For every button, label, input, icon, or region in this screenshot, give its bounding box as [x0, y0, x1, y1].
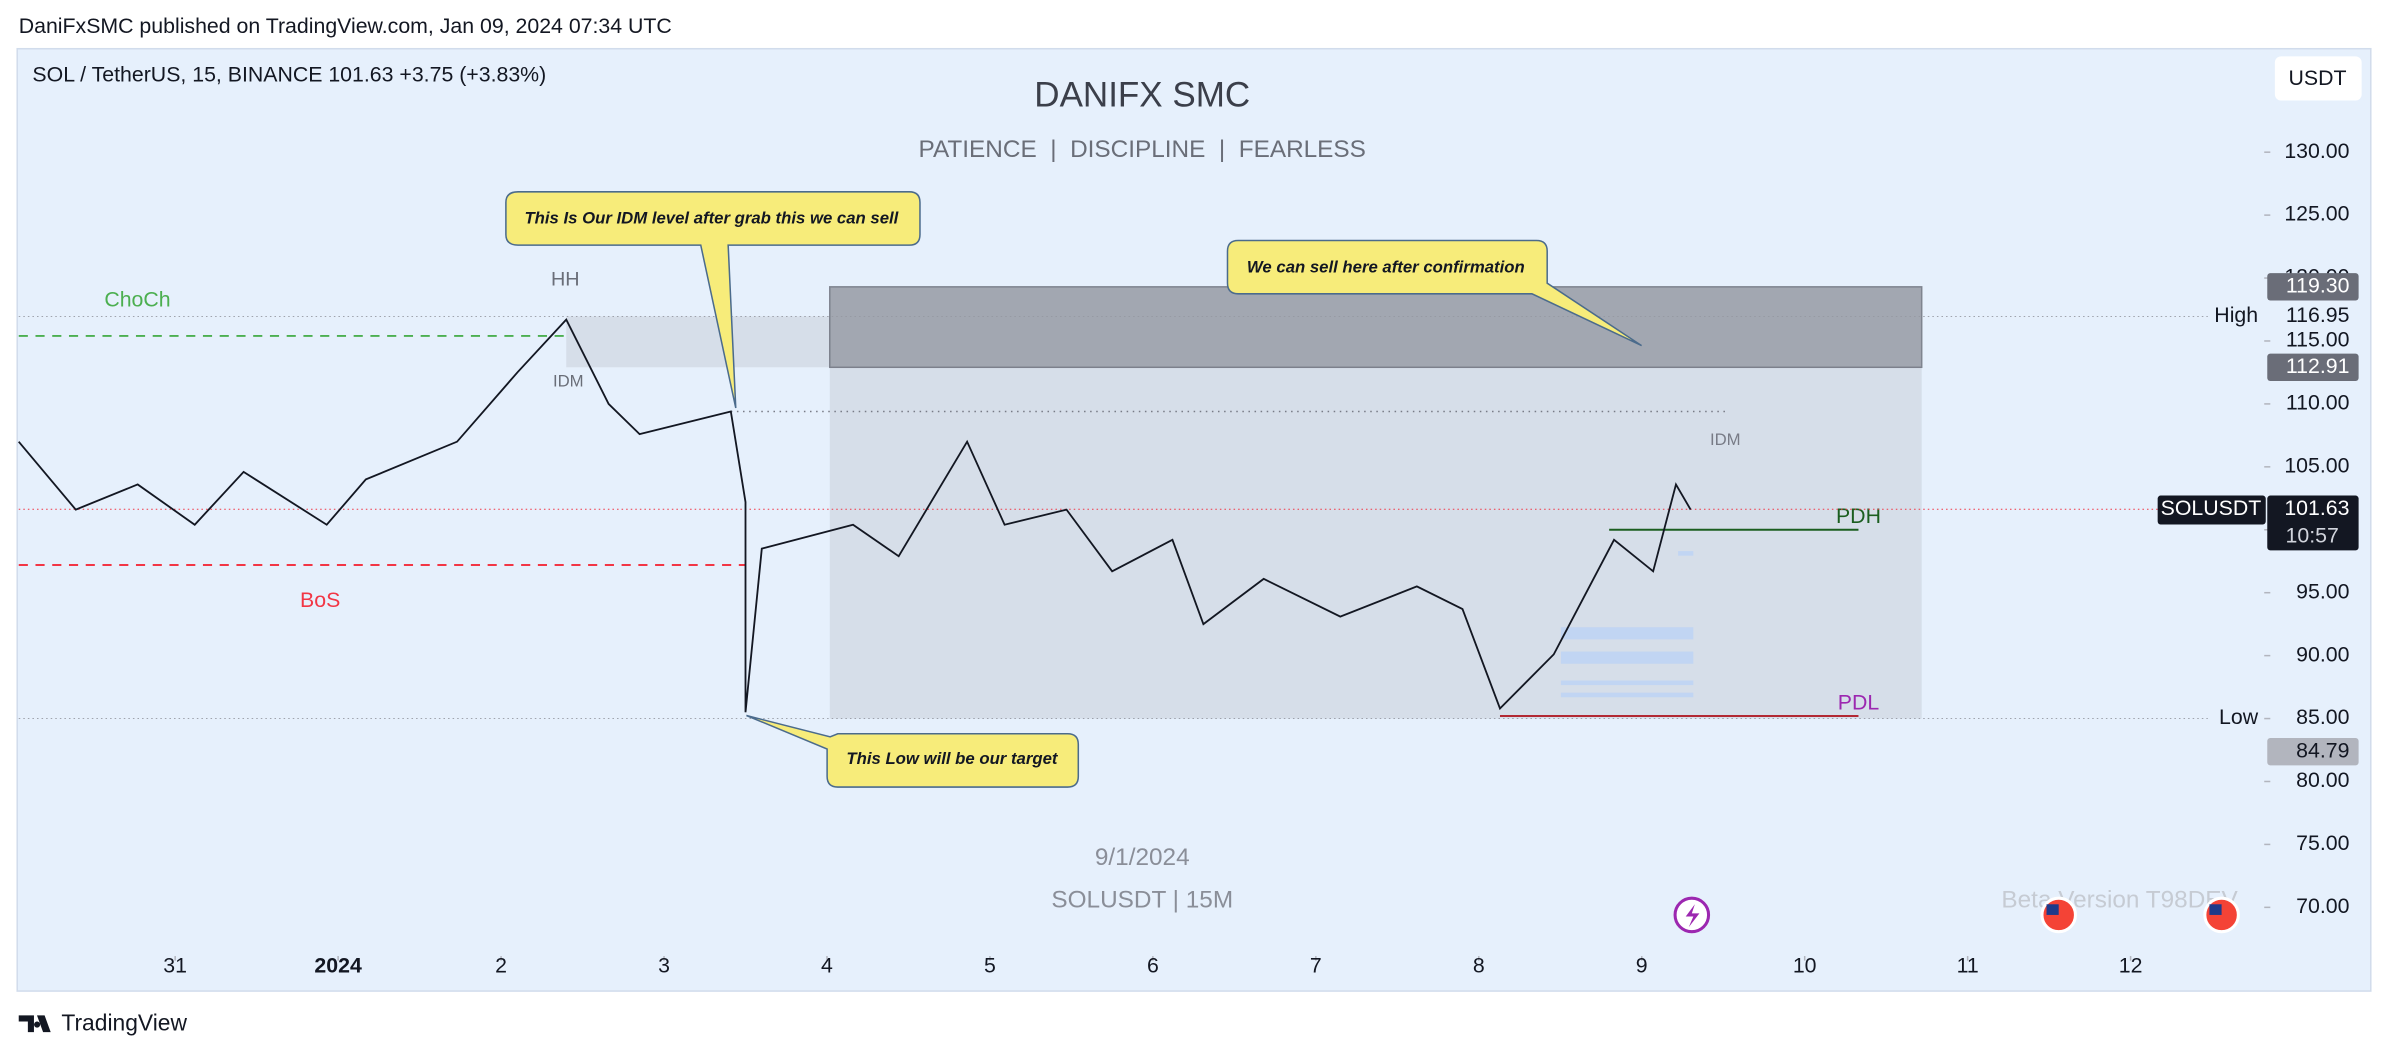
publish-header: DaniFxSMC published on TradingView.com, …	[19, 14, 672, 38]
marker-hh: HH	[551, 268, 580, 290]
y-tick-label: 130.00	[2284, 139, 2349, 163]
y-tick-label: 95.00	[2296, 579, 2349, 603]
extreme-label: High	[2214, 303, 2258, 327]
y-tick-label: 75.00	[2296, 831, 2349, 855]
callout-box	[1226, 239, 1642, 347]
price-tag-label: 119.30	[2286, 273, 2350, 297]
callout-box	[746, 714, 1080, 788]
chart-title: DANIFX SMC	[1034, 76, 1250, 115]
symbol-line: SOL / TetherUS, 15, BINANCE 101.63 +3.75…	[32, 63, 546, 87]
extreme-label-bg	[2207, 704, 2263, 733]
y-tick-label: 80.00	[2296, 768, 2349, 792]
level-label: IDM	[1710, 430, 1741, 449]
extreme-label: Low	[2219, 705, 2259, 729]
price-tag	[2267, 273, 2359, 301]
y-tick-label: 85.00	[2296, 705, 2349, 729]
price-tag	[2267, 353, 2359, 381]
level-label: ChoCh	[104, 288, 170, 312]
x-tick-label: 10	[1793, 953, 1817, 977]
last-symbol: SOLUSDT	[2161, 496, 2262, 520]
x-tick-label: 31	[163, 953, 187, 977]
last-symbol-bg	[2157, 495, 2266, 525]
flag-canton	[2046, 904, 2059, 915]
marker-idm: IDM	[553, 372, 584, 391]
countdown: 10:57	[2286, 523, 2339, 547]
fvg-box	[1678, 551, 1694, 556]
x-tick-label: 8	[1473, 953, 1485, 977]
x-tick-label: 6	[1147, 953, 1159, 977]
callout-text: We can sell here after confirmation	[1247, 257, 1525, 276]
tv-logo	[18, 1015, 51, 1033]
level-label: PDL	[1838, 690, 1880, 714]
level-label: PDH	[1836, 504, 1881, 528]
x-tick-label: 5	[984, 953, 996, 977]
plot: 70.0075.0080.0085.0090.0095.00100.00105.…	[18, 139, 2365, 977]
x-tick-label: 2024	[314, 953, 362, 977]
price-tag	[2267, 737, 2359, 766]
fvg-box	[1560, 692, 1694, 698]
target-zone	[829, 367, 1922, 719]
x-tick-label: 2	[495, 953, 507, 977]
x-tick-label: 11	[1957, 953, 1979, 977]
y-tick-label: 115.00	[2286, 328, 2350, 352]
currency-button[interactable]	[2274, 56, 2362, 101]
last-price-bg	[2267, 495, 2359, 551]
y-tick-label: 90.00	[2296, 642, 2349, 666]
footer-brand: TradingView	[61, 1010, 187, 1036]
callout-text: This Low will be our target	[846, 749, 1058, 768]
x-tick-label: 12	[2119, 953, 2143, 977]
watermark-date: 9/1/2024	[1095, 844, 1190, 871]
y-tick-label: 70.00	[2296, 894, 2349, 918]
price-line	[18, 317, 1692, 713]
range-band	[566, 316, 830, 368]
level-label: BoS	[300, 588, 340, 612]
watermark-credit: Beta Version T98DEV	[2001, 887, 2238, 914]
x-tick-label: 9	[1636, 953, 1648, 977]
callout-box	[505, 191, 921, 409]
price-tag-label: 112.91	[2286, 354, 2350, 378]
last-price: 101.63	[2284, 496, 2349, 520]
y-tick-label: 110.00	[2286, 391, 2350, 415]
y-tick-label: 125.00	[2284, 202, 2349, 226]
chart-area	[16, 47, 2372, 992]
y-tick-label: 105.00	[2284, 453, 2349, 477]
flag-canton	[2209, 904, 2222, 915]
callout-text: This Is Our IDM level after grab this we…	[524, 209, 898, 228]
extreme-label-bg	[2207, 302, 2263, 331]
fvg-box	[1560, 651, 1694, 664]
currency: USDT	[2289, 66, 2347, 90]
sell-zone	[829, 286, 1923, 369]
axis-tag: 116.95	[2286, 303, 2350, 327]
x-tick-label: 7	[1310, 953, 1322, 977]
x-tick-label: 4	[821, 953, 833, 977]
lightning-icon	[1685, 904, 1700, 928]
axis-tag-bg	[2267, 302, 2365, 331]
price-tag-label: 84.79	[2296, 738, 2349, 762]
watermark-symbol: SOLUSDT | 15M	[1051, 887, 1233, 914]
x-tick-label: 3	[658, 953, 670, 977]
fvg-box	[1560, 627, 1694, 640]
chart-subtitle: PATIENCE | DISCIPLINE | FEARLESS	[919, 136, 1366, 163]
fvg-box	[1560, 680, 1694, 686]
